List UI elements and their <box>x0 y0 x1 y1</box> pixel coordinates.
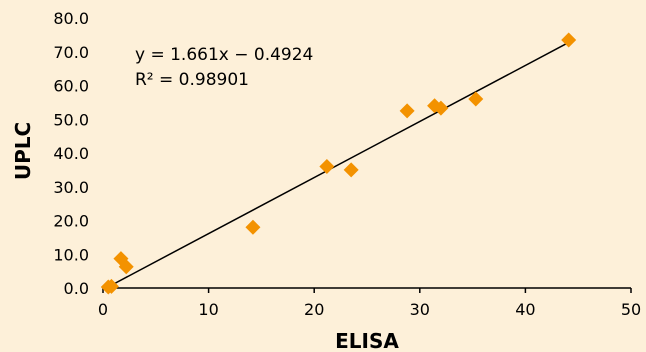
x-tick-label: 40 <box>515 300 535 319</box>
x-axis-ticks: 0 10 20 30 40 50 <box>98 288 641 319</box>
y-tick-label: 0.0 <box>64 279 89 298</box>
x-axis-title: ELISA <box>335 329 399 352</box>
data-point <box>399 103 415 119</box>
y-tick-label: 40.0 <box>53 144 89 163</box>
data-point <box>118 259 134 275</box>
y-axis-title: UPLC <box>11 122 35 180</box>
x-tick-label: 10 <box>198 300 218 319</box>
data-points <box>100 32 577 295</box>
data-point <box>319 159 335 174</box>
x-tick-label: 20 <box>304 300 324 319</box>
data-point <box>245 219 261 235</box>
x-tick-label: 30 <box>410 300 430 319</box>
r-squared-label: R² = 0.98901 <box>135 70 249 90</box>
y-tick-label: 60.0 <box>53 77 89 96</box>
x-tick-label: 0 <box>98 300 108 319</box>
data-point <box>468 91 484 107</box>
y-axis-ticks: 0.0 10.0 20.0 30.0 40.0 50.0 60.0 70.0 80.0 <box>53 9 89 298</box>
data-point <box>343 162 359 178</box>
y-tick-label: 30.0 <box>53 178 89 197</box>
trendline <box>107 41 570 288</box>
data-point <box>561 32 577 48</box>
y-tick-label: 50.0 <box>53 110 89 129</box>
y-tick-label: 80.0 <box>53 9 89 28</box>
data-point <box>433 100 449 116</box>
x-tick-label: 50 <box>621 300 641 319</box>
equation-label: y = 1.661x − 0.4924 <box>135 45 313 65</box>
y-tick-label: 10.0 <box>53 245 89 264</box>
y-tick-label: 70.0 <box>53 43 89 62</box>
data-point <box>103 278 119 294</box>
y-tick-label: 20.0 <box>53 212 89 231</box>
